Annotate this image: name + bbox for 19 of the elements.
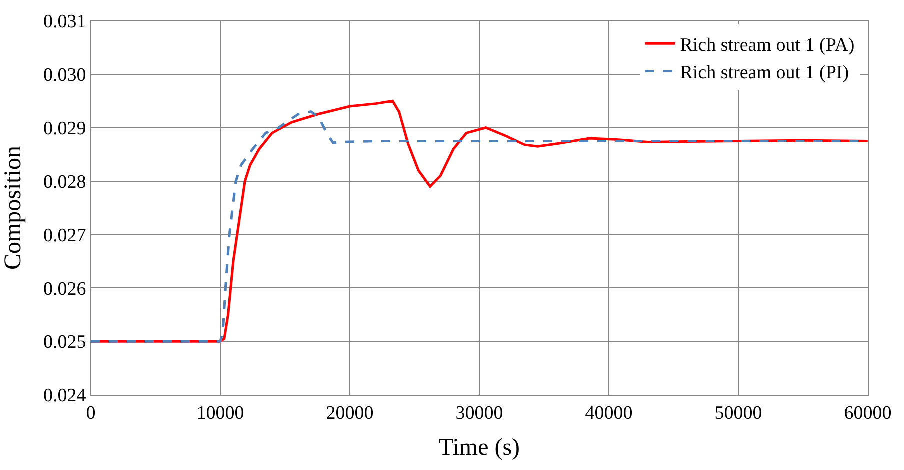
- y-tick-label: 0.024: [43, 386, 87, 407]
- x-tick-label: 40000: [585, 402, 633, 424]
- y-axis-title: Composition: [0, 146, 27, 270]
- x-tick-label: 0: [86, 402, 96, 424]
- x-tick-label: 60000: [844, 402, 892, 424]
- x-tick-label: 10000: [196, 402, 244, 424]
- x-axis-title: Time (s): [438, 435, 520, 462]
- legend-label: Rich stream out 1 (PI): [680, 62, 850, 84]
- y-tick-label: 0.029: [43, 118, 86, 140]
- y-tick-label: 0.030: [43, 65, 86, 86]
- y-tick-label: 0.026: [43, 278, 86, 300]
- y-tick-label: 0.027: [43, 225, 86, 246]
- x-tick-label: 50000: [714, 402, 762, 424]
- y-tick-label: 0.025: [43, 332, 86, 354]
- legend-label: Rich stream out 1 (PA): [680, 35, 855, 56]
- x-tick-label: 20000: [326, 402, 374, 424]
- x-tick-label: 30000: [456, 402, 504, 424]
- y-tick-label: 0.028: [43, 172, 86, 193]
- y-tick-label: 0.031: [43, 12, 86, 33]
